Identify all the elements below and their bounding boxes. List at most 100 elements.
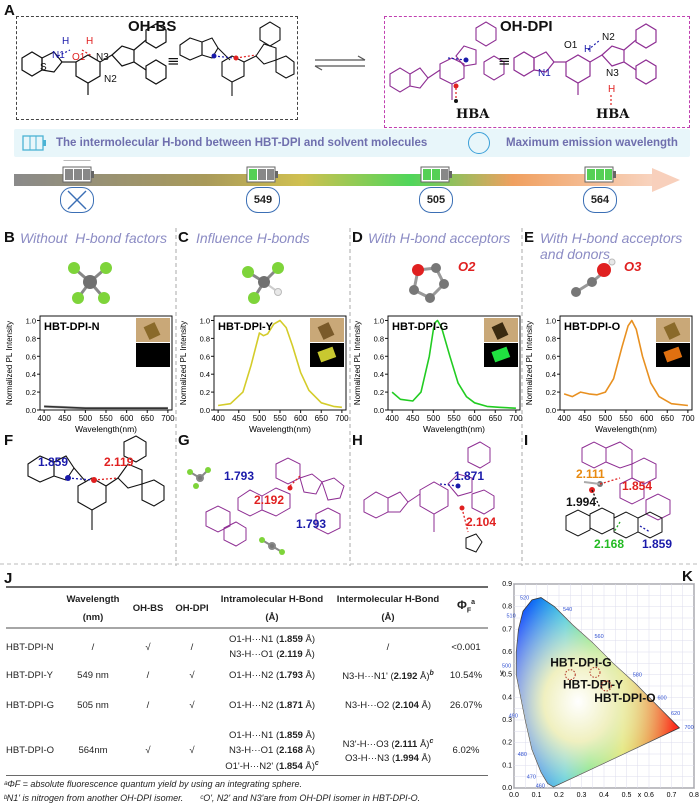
cie-y-tick: 0.3 <box>502 717 512 724</box>
row-name: HBT-DPI-Y <box>6 670 53 681</box>
y-axis-label: Normalized PL Intensity <box>179 321 188 405</box>
row-wavelength: 505 nm <box>77 700 109 711</box>
cie-wavelength-label: 620 <box>671 711 680 717</box>
battery-icon-c <box>246 166 278 183</box>
cie-y-tick: 0.9 <box>502 581 512 588</box>
g-red-distance: 2.192 <box>254 493 284 507</box>
row-quantum-yield: 26.07% <box>449 700 483 711</box>
panel-label-f: F <box>4 432 14 449</box>
max-emission-circle-icon <box>468 132 490 154</box>
structure-h <box>363 441 495 532</box>
panel-label-g: G <box>178 432 190 449</box>
cie-wavelength-label: 600 <box>658 695 667 701</box>
cie-point-label: HBT-DPI-G <box>550 656 611 670</box>
solvent-e-ethanol <box>571 258 616 297</box>
row-inter-bond: N3-H···O2 (2.104 Å) <box>344 700 432 711</box>
y-axis-label: Normalized PL Intensity <box>525 321 534 405</box>
table-footnote: ᶜO', N2' and N3'are from OH-DPI isomer i… <box>200 793 421 803</box>
spectrum-line <box>563 319 688 407</box>
y-tick-label: 0.8 <box>26 334 36 343</box>
y-tick-label: 0.4 <box>200 370 210 379</box>
battery-icon-d <box>420 166 452 183</box>
x-tick-label: 650 <box>141 414 155 423</box>
y-tick-label: 0.6 <box>26 352 36 361</box>
hba-label-1: HBA <box>456 107 490 122</box>
row-oh-dpi: √ <box>189 670 195 681</box>
th-oh-bs: OH-BS <box>132 603 164 614</box>
x-tick-label: 450 <box>406 414 420 423</box>
cie-wavelength-label: 520 <box>520 596 529 602</box>
row-oh-bs: / <box>146 670 150 681</box>
condition-title-b: Without H-bond factors <box>20 230 167 246</box>
equiv-right: ≡ <box>498 52 511 70</box>
dividers <box>0 228 700 566</box>
data-table: Wavelength (nm) OH-BS OH-DPI Intramolecu… <box>0 588 490 778</box>
row-oh-bs: √ <box>145 641 151 653</box>
cie-point-label: HBT-DPI-O <box>594 691 655 705</box>
solvent-label-o3: O3 <box>624 259 642 274</box>
th-phi: ΦFa <box>456 598 476 615</box>
panel-label-d: D <box>352 229 363 246</box>
cie-wavelength-label: 580 <box>633 673 642 679</box>
row-intra-bond: O1-H···N2 (1.871 Å) <box>228 700 316 711</box>
x-tick-label: 500 <box>427 414 441 423</box>
g-blue-distance-2: 1.793 <box>296 517 326 531</box>
cie-x-tick: 0.2 <box>554 792 564 799</box>
row-intra-bond: O1-H···N2 (1.793 Å) <box>228 670 316 681</box>
row-inter-bond: O3-H···N3 (1.994 Å) <box>344 752 432 764</box>
battery-icon-b <box>62 166 94 183</box>
row-intra-bond: O1-H···N1 (1.859 Å) <box>228 634 316 645</box>
y-tick-label: 0.6 <box>546 352 556 361</box>
s-atom: S <box>40 62 47 73</box>
cie-y-tick: 0.2 <box>502 740 512 747</box>
oh-dpi-atom-labels: N1 O1 H N2 N3 H <box>538 32 622 95</box>
cie-wavelength-label: 490 <box>509 713 518 719</box>
legend-hbond-text: The intermolecular H-bond between HBT-DP… <box>56 137 428 149</box>
row-quantum-yield: 10.54% <box>449 670 483 681</box>
i-orange-distance: 2.111 <box>576 467 605 481</box>
structure-f <box>27 435 165 530</box>
spectrum-chart-2: 400 450 500 550 600 650 700 0.0 0.2 0.4 0.6 0.8 1.0 W… <box>353 315 523 434</box>
cie-y-tick: 0.4 <box>502 694 512 701</box>
g-blue-distance-1: 1.793 <box>224 469 254 483</box>
row-name: HBT-DPI-N <box>6 641 54 653</box>
f-blue-distance: 1.859 <box>38 455 68 469</box>
hba-label-2: HBA <box>596 107 630 122</box>
table-footnote: ᵇN1' is nitrogen from another OH-DPI iso… <box>4 793 184 803</box>
x-tick-label: 650 <box>661 414 675 423</box>
x-tick-label: 700 <box>681 414 695 423</box>
condition-title-e: With H-bond acceptors and donors <box>540 230 683 262</box>
th-inter-unit: (Å) <box>381 612 395 623</box>
emission-564: 564 <box>583 187 617 213</box>
oh-bs-box <box>16 16 298 120</box>
g-chcl3-2 <box>261 539 283 553</box>
cie-point <box>589 666 601 678</box>
x-tick-label: 550 <box>273 414 287 423</box>
x-tick-label: 500 <box>79 414 93 423</box>
x-axis-label: Wavelength(nm) <box>423 424 485 434</box>
cie-wavelength-label: 540 <box>563 607 572 613</box>
y-tick-label: 1.0 <box>26 316 36 325</box>
row-oh-dpi: / <box>190 641 194 653</box>
cie-x-tick: 0.7 <box>667 792 677 799</box>
legend-max-emission-text: Maximum emission wavelength <box>506 137 678 149</box>
cie-y-tick: 0.6 <box>502 649 512 656</box>
row-intra-bond: O1'-H···N2' (1.854 Å)c <box>225 760 319 773</box>
cie-x-tick: 0.4 <box>599 792 609 799</box>
spectrum-chart-0: 400 450 500 550 600 650 700 0.0 0.2 0.4 0.6 0.8 1.0 W… <box>5 315 175 434</box>
emission-549: 549 <box>246 187 280 213</box>
oh-dpi-simplified <box>389 21 505 100</box>
battery-icon-e <box>584 166 616 183</box>
row-quantum-yield: <0.001 <box>451 641 481 653</box>
y-tick-label: 1.0 <box>374 316 384 325</box>
row-quantum-yield: 6.02% <box>452 745 480 756</box>
cie-wavelength-label: 560 <box>595 634 604 640</box>
i-green-distance: 2.168 <box>594 537 624 551</box>
cie-wavelength-label: 700 <box>685 725 694 731</box>
row-inter-bond: N3-H···N1' (2.192 Å)b <box>342 670 434 683</box>
y-tick-label: 0.8 <box>374 334 384 343</box>
i-blue-distance: 1.859 <box>642 537 672 551</box>
condition-title-d: With H-bond acceptors <box>368 230 511 246</box>
cie-x-tick: 0.3 <box>577 792 587 799</box>
th-inter: Intermolecular H-Bond <box>336 594 440 605</box>
